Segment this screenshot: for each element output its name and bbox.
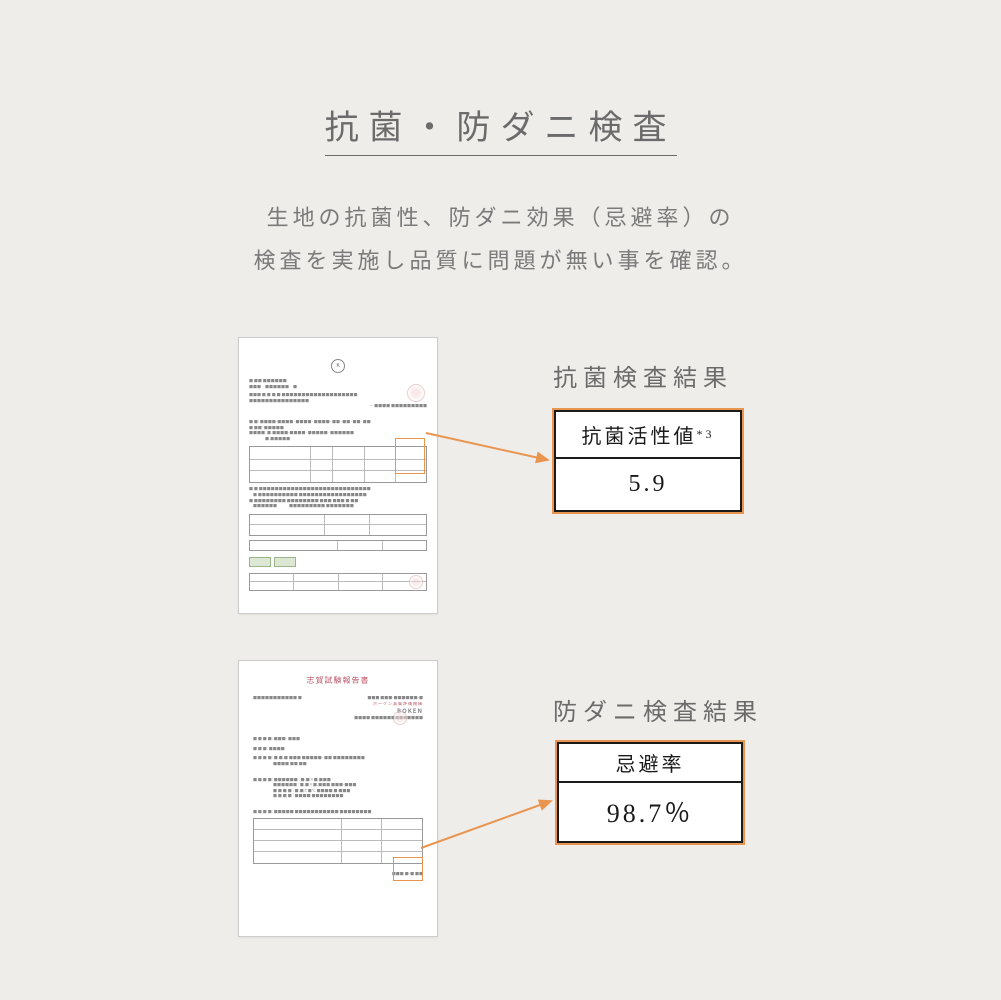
desc-line1: 生地の抗菌性、防ダニ効果（忌避率）の bbox=[266, 200, 734, 232]
antibacterial-result-label: 抗菌検査結果 bbox=[553, 358, 733, 393]
arrow-icon bbox=[421, 796, 561, 851]
arrow-icon bbox=[426, 430, 556, 470]
anti-mite-report-document: 志賀試験報告書 ■■■■■■■■■■■ ■ ■■■ ■■■-■■■■■■-■ ボ… bbox=[238, 660, 438, 937]
description: 生地の抗菌性、防ダニ効果（忌避率）の 検査を実施し品質に問題が無い事を確認。 bbox=[0, 195, 1001, 281]
antibacterial-value: 5.9 bbox=[556, 459, 740, 510]
anti-mite-result-box: 忌避率 98.7％ bbox=[555, 740, 745, 845]
desc-line2: 検査を実施し品質に問題が無い事を確認。 bbox=[253, 243, 747, 275]
antibacterial-header-sup: *3 bbox=[697, 427, 715, 442]
anti-mite-value: 98.7％ bbox=[559, 783, 741, 841]
antibacterial-result-box: 抗菌活性値*3 5.9 bbox=[552, 408, 744, 514]
antibacterial-report-document: K ■ ■■ ■■■■■■ ■■■ ■■■■■■ ■ ■■■ ■ ■ ■ ■ ■… bbox=[238, 337, 438, 614]
page-title: 抗菌・防ダニ検査 bbox=[325, 100, 677, 156]
antibacterial-header: 抗菌活性値 bbox=[582, 420, 697, 449]
anti-mite-header: 忌避率 bbox=[559, 744, 741, 783]
anti-mite-result-label: 防ダニ検査結果 bbox=[553, 692, 763, 727]
